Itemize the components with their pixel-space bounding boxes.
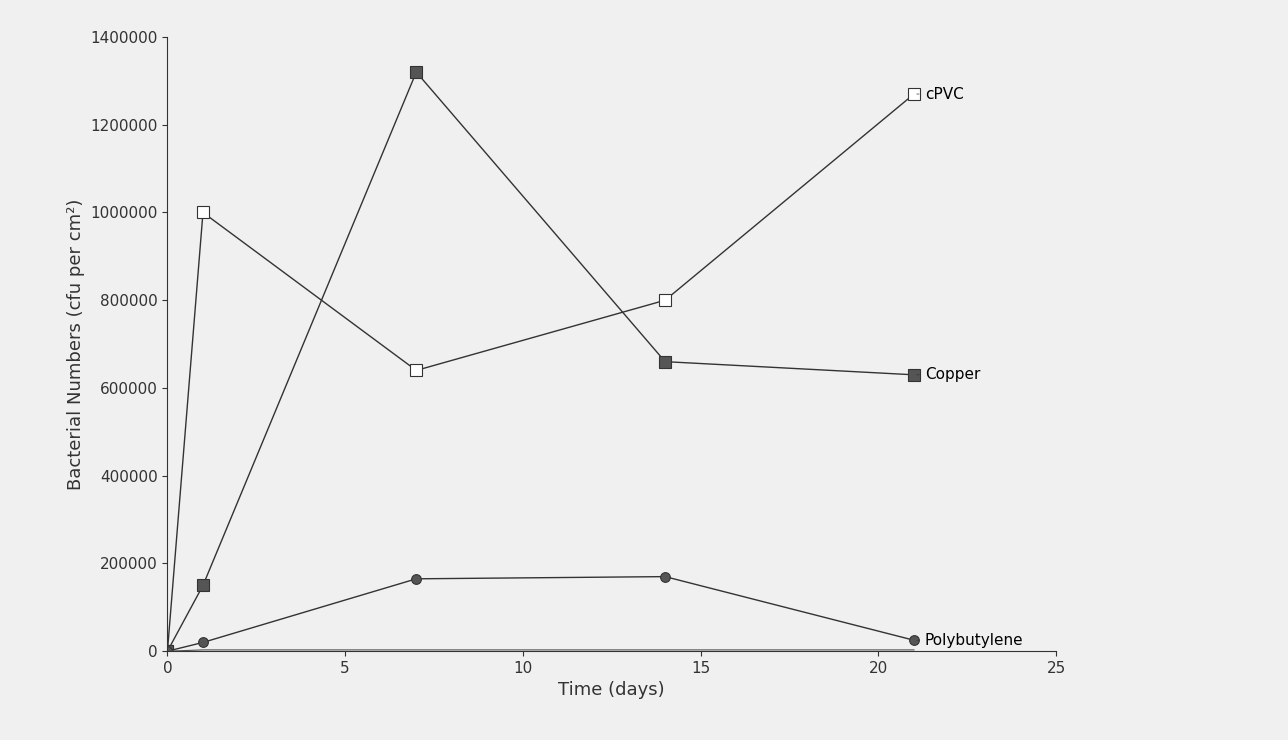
Polyethylene — [160, 647, 175, 656]
Polyethylene — [408, 645, 424, 654]
cPVC — [907, 90, 922, 98]
Copper — [657, 357, 672, 366]
Line: Polyethylene: Polyethylene — [167, 650, 914, 651]
Polyethylene — [196, 645, 211, 654]
Text: Copper: Copper — [917, 367, 980, 383]
Polybutylene — [907, 636, 922, 645]
Polyethylene — [907, 645, 922, 654]
Copper — [196, 581, 211, 590]
Copper — [907, 370, 922, 379]
Polybutylene — [196, 638, 211, 647]
Polyethylene — [657, 645, 672, 654]
Y-axis label: Bacterial Numbers (cfu per cm²): Bacterial Numbers (cfu per cm²) — [67, 198, 85, 490]
X-axis label: Time (days): Time (days) — [559, 682, 665, 699]
Polybutylene — [160, 647, 175, 656]
cPVC — [408, 366, 424, 375]
Text: cPVC: cPVC — [917, 87, 963, 101]
Polybutylene — [657, 572, 672, 581]
Line: Copper: Copper — [162, 67, 920, 657]
Line: cPVC: cPVC — [162, 89, 920, 657]
cPVC — [657, 296, 672, 305]
Copper — [408, 67, 424, 76]
Text: Polybutylene: Polybutylene — [917, 633, 1023, 648]
Polybutylene — [408, 574, 424, 583]
cPVC — [160, 647, 175, 656]
Copper — [160, 647, 175, 656]
Line: Polybutylene: Polybutylene — [162, 572, 918, 656]
cPVC — [196, 208, 211, 217]
